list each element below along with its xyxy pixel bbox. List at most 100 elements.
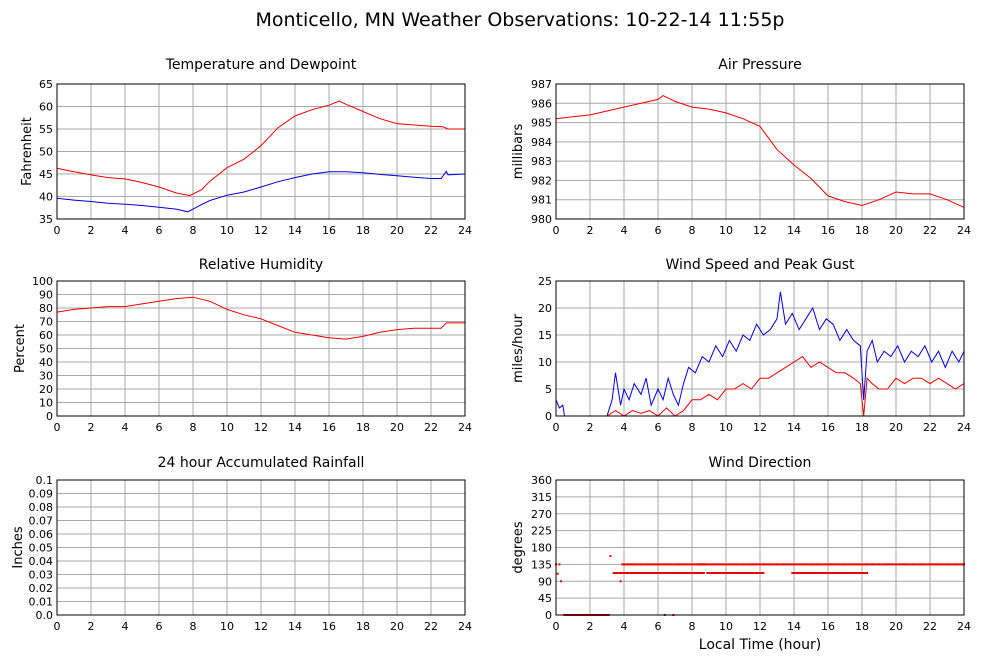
wind-ytick-label: 0: [545, 410, 552, 423]
direction-point: [772, 563, 775, 566]
direction-point: [888, 563, 891, 566]
direction-ytick-label: 180: [531, 542, 552, 555]
direction-point: [667, 572, 670, 574]
direction-point: [648, 563, 651, 566]
direction-point: [728, 572, 731, 574]
direction-point: [730, 563, 733, 566]
direction-point: [668, 572, 671, 574]
wind-xtick-label: 4: [621, 421, 628, 434]
direction-point: [726, 563, 729, 566]
direction-ytick-label: 45: [538, 592, 552, 605]
direction-point: [692, 563, 695, 566]
direction-point: [842, 563, 845, 566]
humidity-ylabel: Percent: [13, 324, 28, 373]
direction-point: [736, 572, 739, 574]
direction-point: [862, 563, 865, 566]
humidity-xtick-label: 22: [424, 421, 438, 434]
direction-point: [946, 563, 948, 566]
rain-xtick-label: 12: [254, 620, 268, 633]
direction-point: [906, 563, 909, 566]
wind-xtick-label: 22: [923, 421, 937, 434]
direction-point: [833, 572, 836, 574]
direction-point: [645, 563, 648, 566]
direction-point: [679, 563, 682, 566]
direction-point: [743, 563, 746, 566]
direction-point: [663, 572, 666, 574]
direction-point: [663, 563, 666, 566]
direction-point: [813, 563, 816, 566]
direction-point: [847, 563, 850, 566]
direction-point: [629, 563, 632, 566]
direction-xtick-label: 12: [753, 620, 767, 633]
humidity-ytick-label: 60: [39, 329, 53, 342]
direction-point: [609, 555, 612, 558]
temp-xtick-label: 16: [322, 224, 336, 237]
direction-point: [757, 572, 760, 574]
humidity-series-line: [56, 296, 465, 340]
direction-point: [691, 563, 693, 566]
direction-point: [830, 563, 833, 566]
humidity-xtick-label: 8: [190, 421, 197, 434]
pressure-ytick-label: 981: [531, 194, 552, 207]
direction-point: [866, 572, 869, 574]
direction-point: [861, 563, 863, 566]
direction-point: [638, 572, 641, 574]
direction-point: [811, 563, 814, 566]
direction-point: [937, 563, 940, 566]
humidity-xtick-label: 20: [390, 421, 404, 434]
wind-plot-frame: [555, 280, 965, 417]
direction-point: [808, 572, 811, 574]
direction-point: [653, 572, 656, 574]
direction-point: [940, 563, 943, 566]
direction-point: [626, 572, 629, 574]
direction-point: [706, 563, 709, 566]
rain-xtick-label: 14: [288, 620, 302, 633]
direction-point: [759, 563, 761, 566]
direction-point: [808, 563, 811, 566]
temp-series-line: [56, 170, 466, 213]
direction-point: [708, 563, 710, 566]
direction-point: [742, 563, 744, 566]
direction-point: [687, 563, 690, 566]
direction-point: [697, 563, 700, 566]
direction-point: [798, 572, 801, 574]
direction-point: [733, 572, 736, 574]
humidity-xtick-label: 14: [288, 421, 302, 434]
humidity-xtick-label: 12: [254, 421, 268, 434]
direction-point: [803, 563, 806, 566]
direction-point: [619, 572, 622, 574]
direction-point: [867, 563, 870, 566]
direction-xtick-label: 14: [787, 620, 801, 633]
direction-point: [670, 563, 673, 566]
wind-xtick-label: 16: [821, 421, 835, 434]
direction-point: [827, 572, 829, 574]
direction-point: [750, 563, 753, 566]
direction-point: [634, 563, 637, 566]
direction-point: [833, 563, 836, 566]
temp-ytick-label: 45: [39, 168, 53, 181]
direction-point: [879, 563, 882, 566]
direction-point: [755, 563, 758, 566]
direction-point: [672, 572, 675, 574]
wind-series-line: [606, 355, 965, 417]
direction-point: [769, 563, 772, 566]
pressure-ytick-label: 982: [531, 174, 552, 187]
direction-point: [728, 563, 731, 566]
direction-point: [951, 563, 954, 566]
direction-point: [760, 572, 763, 574]
direction-point: [952, 563, 955, 566]
direction-point: [740, 572, 743, 574]
temp-xtick-label: 14: [288, 224, 302, 237]
direction-point: [930, 563, 933, 566]
direction-point: [662, 572, 665, 574]
direction-point: [655, 572, 658, 574]
x-axis-title: Local Time (hour): [699, 637, 821, 653]
direction-point: [901, 563, 904, 566]
humidity-ytick-label: 40: [39, 356, 53, 369]
direction-point: [730, 572, 733, 574]
direction-point: [670, 572, 673, 574]
direction-point: [631, 572, 634, 574]
